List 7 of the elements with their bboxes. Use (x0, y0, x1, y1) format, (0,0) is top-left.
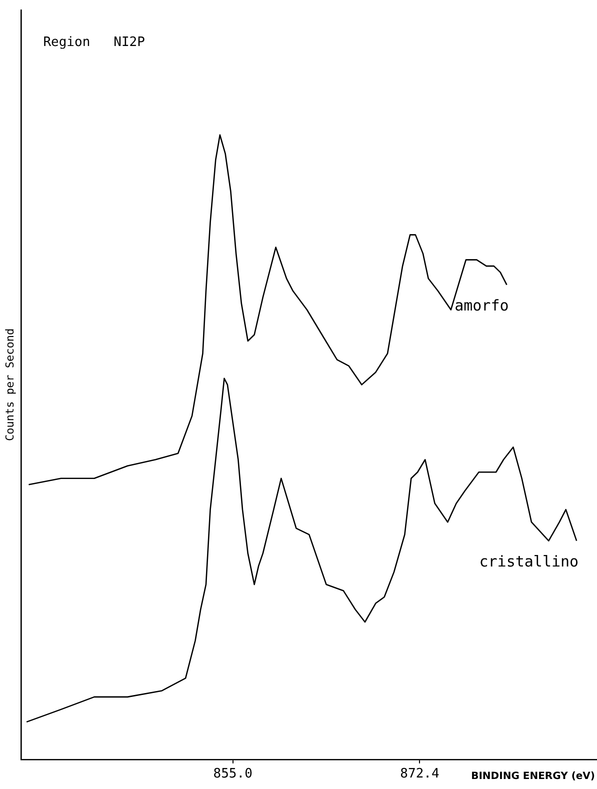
chart-title: Region NI2P (43, 35, 146, 50)
x-tick-label: 855.0 (213, 766, 252, 782)
x-tick-label: 872.4 (400, 766, 440, 782)
series-label: cristallino (479, 552, 579, 571)
x-axis-title: BINDING ENERGY (eV) (471, 770, 595, 782)
y-axis-title: Counts per Second (3, 328, 16, 441)
series-label: amorfo (454, 296, 509, 315)
